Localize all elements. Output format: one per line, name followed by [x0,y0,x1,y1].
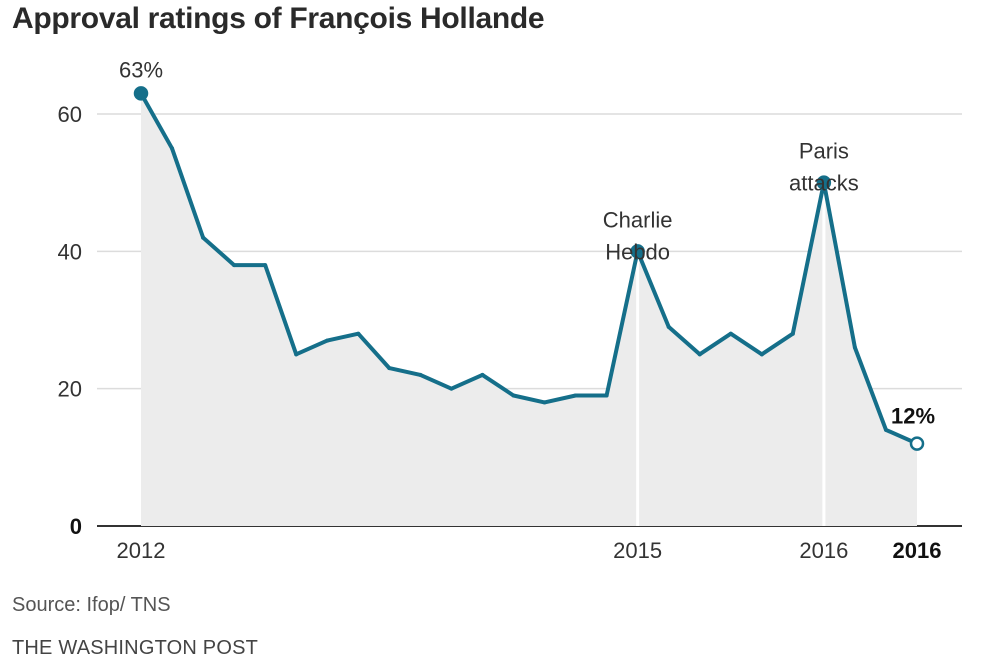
annotation-0: 63% [119,57,163,82]
data-point-2 [201,235,206,240]
annotation-25: 12% [891,404,935,429]
data-point-5 [294,352,299,357]
data-point-12 [511,393,516,398]
chart-title: Approval ratings of François Hollande [12,2,545,35]
data-point-1 [170,146,175,151]
data-point-10 [449,386,454,391]
area-fill [141,93,917,527]
event-lines [636,186,826,526]
data-point-9 [418,372,423,377]
data-point-11 [480,372,485,377]
annotation-line: Hebdo [605,239,670,264]
y-tick-label-0: 0 [70,514,82,539]
line-layer [139,92,918,446]
annotation-line: Charlie [603,207,673,232]
publisher-credit: THE WASHINGTON POST [12,637,259,659]
data-point-7 [356,331,361,336]
annotation-line: attacks [789,171,859,196]
data-point-13 [542,400,547,405]
label-layer: 63% Charlie Hebdo Paris attacks 12% 2012 2015 20… [117,57,942,563]
data-point-14 [573,393,578,398]
data-point-17 [666,324,671,329]
data-point-21 [790,331,795,336]
data-point-15 [604,393,609,398]
data-point-4 [263,263,268,268]
x-tick-label-2: 2016 [799,538,848,563]
annotation-line: 12% [891,404,935,429]
y-tick-label-20: 20 [58,377,82,402]
data-point-23 [852,345,857,350]
y-tick-label-60: 60 [58,102,82,127]
x-tick-label-1: 2015 [613,538,662,563]
annotation-line: 63% [119,57,163,82]
x-tick-label-3: 2016 [893,538,942,563]
data-point-19 [728,331,733,336]
x-tick-label-0: 2012 [117,538,166,563]
area-layer [141,93,917,527]
approval-line [139,92,918,446]
point-layer [133,86,925,451]
y-tick-label-40: 40 [58,239,82,264]
data-point-20 [759,352,764,357]
data-point-18 [697,352,702,357]
data-point-22 [816,175,832,190]
source-note: Source: Ifop/ TNS [12,594,171,616]
data-point-25 [909,436,925,451]
data-point-24 [883,427,888,432]
data-point-8 [387,366,392,371]
data-point-16 [630,244,645,259]
annotation-16: Charlie Hebdo [603,207,673,264]
data-point-3 [232,263,237,268]
annotation-22: Paris attacks [789,139,859,196]
data-point-6 [325,338,330,343]
annotation-line: Paris [799,139,849,164]
data-point-0 [133,86,149,101]
